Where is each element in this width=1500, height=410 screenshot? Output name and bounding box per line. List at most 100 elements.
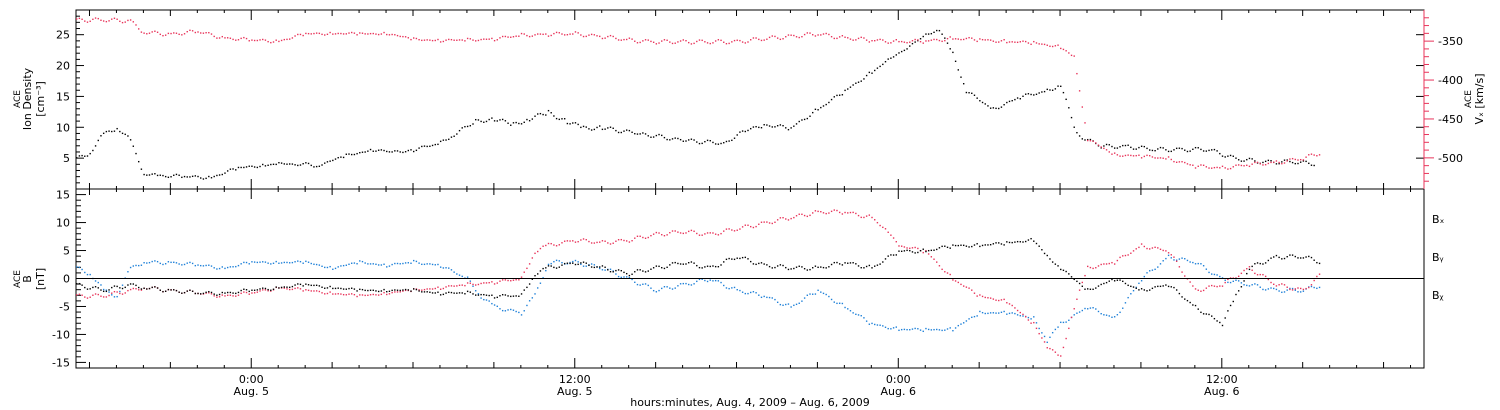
bz-point: [909, 247, 911, 250]
density-point: [531, 118, 534, 120]
bz-point: [550, 242, 552, 245]
bz-point: [229, 294, 232, 296]
vx-point: [434, 39, 436, 42]
bottom-left-tick-label: 15: [56, 189, 70, 202]
bx-point: [642, 270, 644, 272]
density-point: [852, 84, 854, 86]
vx-point: [350, 31, 353, 34]
bz-point: [860, 216, 862, 219]
bz-point: [771, 222, 773, 225]
bx-point: [828, 266, 830, 268]
density-point: [162, 174, 164, 177]
bz-point: [989, 297, 992, 299]
bz-point: [542, 245, 544, 247]
by-point: [1127, 296, 1129, 299]
vx-point: [833, 37, 835, 40]
bx-point: [1122, 280, 1124, 283]
by-point: [372, 263, 374, 265]
bz-point: [499, 280, 501, 282]
density-point: [981, 101, 984, 104]
by-point: [1027, 316, 1030, 319]
density-point: [402, 151, 404, 154]
density-point: [820, 106, 822, 109]
vx-point: [404, 36, 407, 38]
density-point: [1229, 154, 1232, 157]
bz-point: [288, 288, 291, 291]
by-point: [1194, 263, 1197, 265]
by-point: [553, 260, 555, 263]
bx-point: [194, 292, 197, 295]
by-point: [305, 260, 307, 263]
bz-point: [1033, 321, 1035, 324]
by-point: [690, 284, 693, 286]
bz-point: [687, 230, 690, 233]
by-point: [547, 263, 550, 266]
by-point: [1132, 289, 1135, 292]
by-point: [634, 281, 636, 284]
vx-point: [1103, 147, 1105, 150]
vx-point: [1267, 162, 1270, 165]
density-point: [563, 118, 566, 120]
bz-point: [887, 231, 889, 233]
by-point: [1100, 312, 1102, 315]
by-point: [599, 267, 601, 270]
vx-point: [1041, 43, 1043, 45]
vx-point: [1254, 161, 1256, 164]
bz-point: [264, 289, 267, 291]
bx-point: [545, 267, 547, 269]
bx-point: [1116, 279, 1119, 281]
density-point: [803, 118, 806, 121]
by-point: [181, 264, 183, 266]
vx-point: [526, 34, 528, 37]
vx-point: [138, 28, 140, 30]
vx-point: [272, 41, 275, 43]
vx-point: [744, 42, 747, 44]
bx-point: [1302, 257, 1305, 259]
vx-point: [604, 37, 606, 39]
vx-point: [1248, 165, 1251, 168]
by-point: [1022, 315, 1024, 317]
bx-point: [944, 245, 946, 247]
vx-point: [1192, 164, 1194, 166]
density-point: [574, 122, 577, 124]
by-point: [822, 292, 825, 295]
bz-point: [992, 298, 995, 300]
bz-point: [318, 290, 321, 293]
by-point: [709, 279, 711, 281]
bx-point: [1108, 280, 1110, 282]
bz-point: [539, 247, 542, 250]
vx-point: [752, 37, 755, 39]
density-point: [863, 78, 865, 80]
bz-point: [601, 240, 604, 242]
density-point: [809, 115, 811, 117]
density-point: [542, 113, 544, 116]
by-point: [625, 276, 628, 278]
density-point: [712, 141, 714, 144]
bx-point: [871, 267, 873, 269]
bz-point: [461, 284, 463, 286]
density-point: [361, 151, 364, 153]
bz-point: [1213, 285, 1216, 287]
vx-point: [1251, 163, 1253, 165]
vx-point: [572, 33, 574, 35]
bz-point: [876, 221, 879, 224]
bx-point: [528, 283, 531, 285]
by-point: [661, 287, 663, 290]
density-point: [555, 117, 558, 120]
density-point: [679, 138, 682, 141]
bx-point: [1310, 256, 1313, 259]
bz-point: [1019, 311, 1021, 314]
bx-point: [1046, 254, 1048, 257]
by-point: [631, 278, 633, 281]
density-point: [76, 157, 78, 159]
by-point: [965, 320, 968, 322]
vx-point: [97, 17, 99, 20]
density-point: [874, 69, 876, 72]
vx-point: [1213, 166, 1216, 169]
vx-point: [156, 31, 159, 33]
by-point: [860, 315, 862, 317]
vx-point: [1122, 155, 1124, 157]
bz-point: [485, 282, 488, 284]
vx-point: [472, 39, 474, 41]
by-point: [191, 262, 194, 265]
